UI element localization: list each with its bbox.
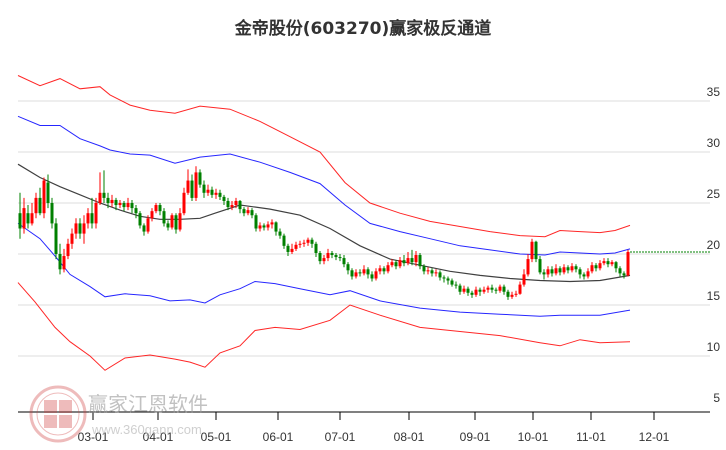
x-tick-label: 08-01: [393, 430, 425, 444]
y-tick-label: 5: [713, 391, 720, 405]
y-tick-label: 35: [706, 85, 720, 99]
chart-title: 金帝股份(603270)赢家极反通道: [234, 19, 492, 39]
x-tick-label: 04-01: [142, 430, 174, 444]
y-tick-label: 10: [706, 340, 720, 354]
x-tick-label: 11-01: [576, 430, 606, 444]
grid-lines: [18, 100, 710, 357]
y-tick-label: 30: [706, 136, 720, 150]
x-tick-label: 03-01: [77, 430, 109, 444]
watermark-url: www.360gann.com: [92, 422, 202, 437]
y-tick-label: 15: [706, 289, 720, 303]
x-tick-label: 06-01: [262, 430, 294, 444]
x-tick-label: 12-01: [638, 430, 670, 444]
candlesticks: [18, 166, 630, 300]
channel-bands: [17, 75, 631, 371]
x-tick-label: 09-01: [459, 430, 491, 444]
x-tick-label: 10-01: [517, 430, 549, 444]
watermark-seal-icon: [29, 385, 87, 443]
watermark-text: 赢家江恩软件: [88, 392, 208, 416]
x-tick-label: 05-01: [200, 430, 232, 444]
y-tick-label: 20: [706, 238, 720, 252]
y-tick-label: 25: [706, 187, 720, 201]
x-axis: [18, 411, 710, 420]
x-tick-label: 07-01: [324, 430, 356, 444]
